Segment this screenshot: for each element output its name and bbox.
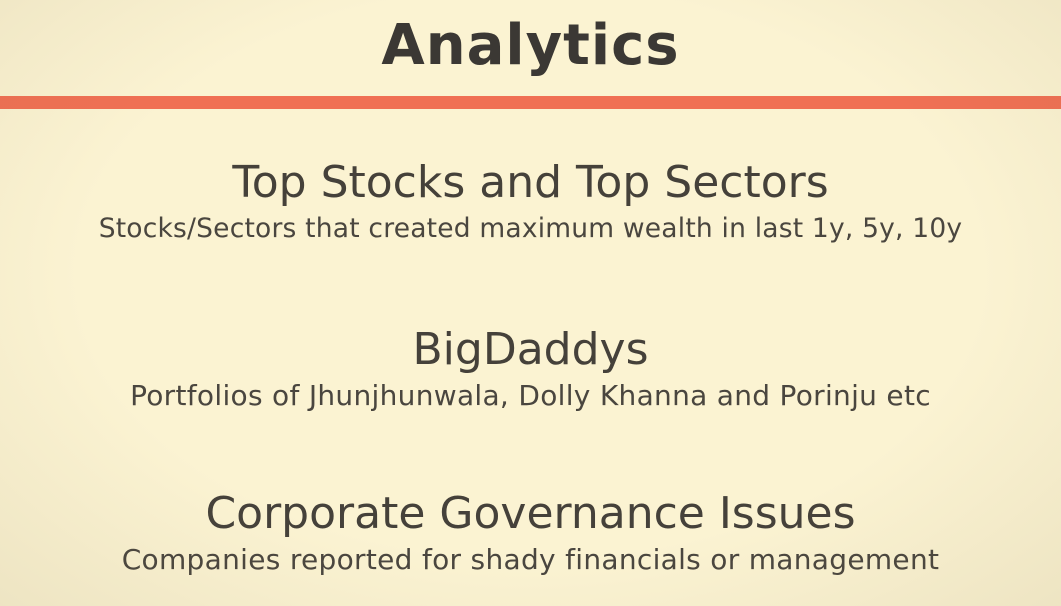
title-divider [0, 96, 1061, 109]
section-heading: BigDaddys [412, 324, 649, 375]
section-top-stocks: Top Stocks and Top Sectors Stocks/Sector… [0, 156, 1061, 248]
slide-title: Analytics [381, 13, 680, 78]
section-corporate-governance: Corporate Governance Issues Companies re… [0, 487, 1061, 579]
section-heading: Corporate Governance Issues [205, 488, 856, 539]
section-bigdaddys: BigDaddys Portfolios of Jhunjhunwala, Do… [0, 323, 1061, 415]
section-description: Companies reported for shady financials … [121, 543, 940, 576]
section-description: Portfolios of Jhunjhunwala, Dolly Khanna… [130, 379, 931, 412]
section-heading: Top Stocks and Top Sectors [232, 157, 829, 208]
section-description: Stocks/Sectors that created maximum weal… [98, 213, 963, 244]
